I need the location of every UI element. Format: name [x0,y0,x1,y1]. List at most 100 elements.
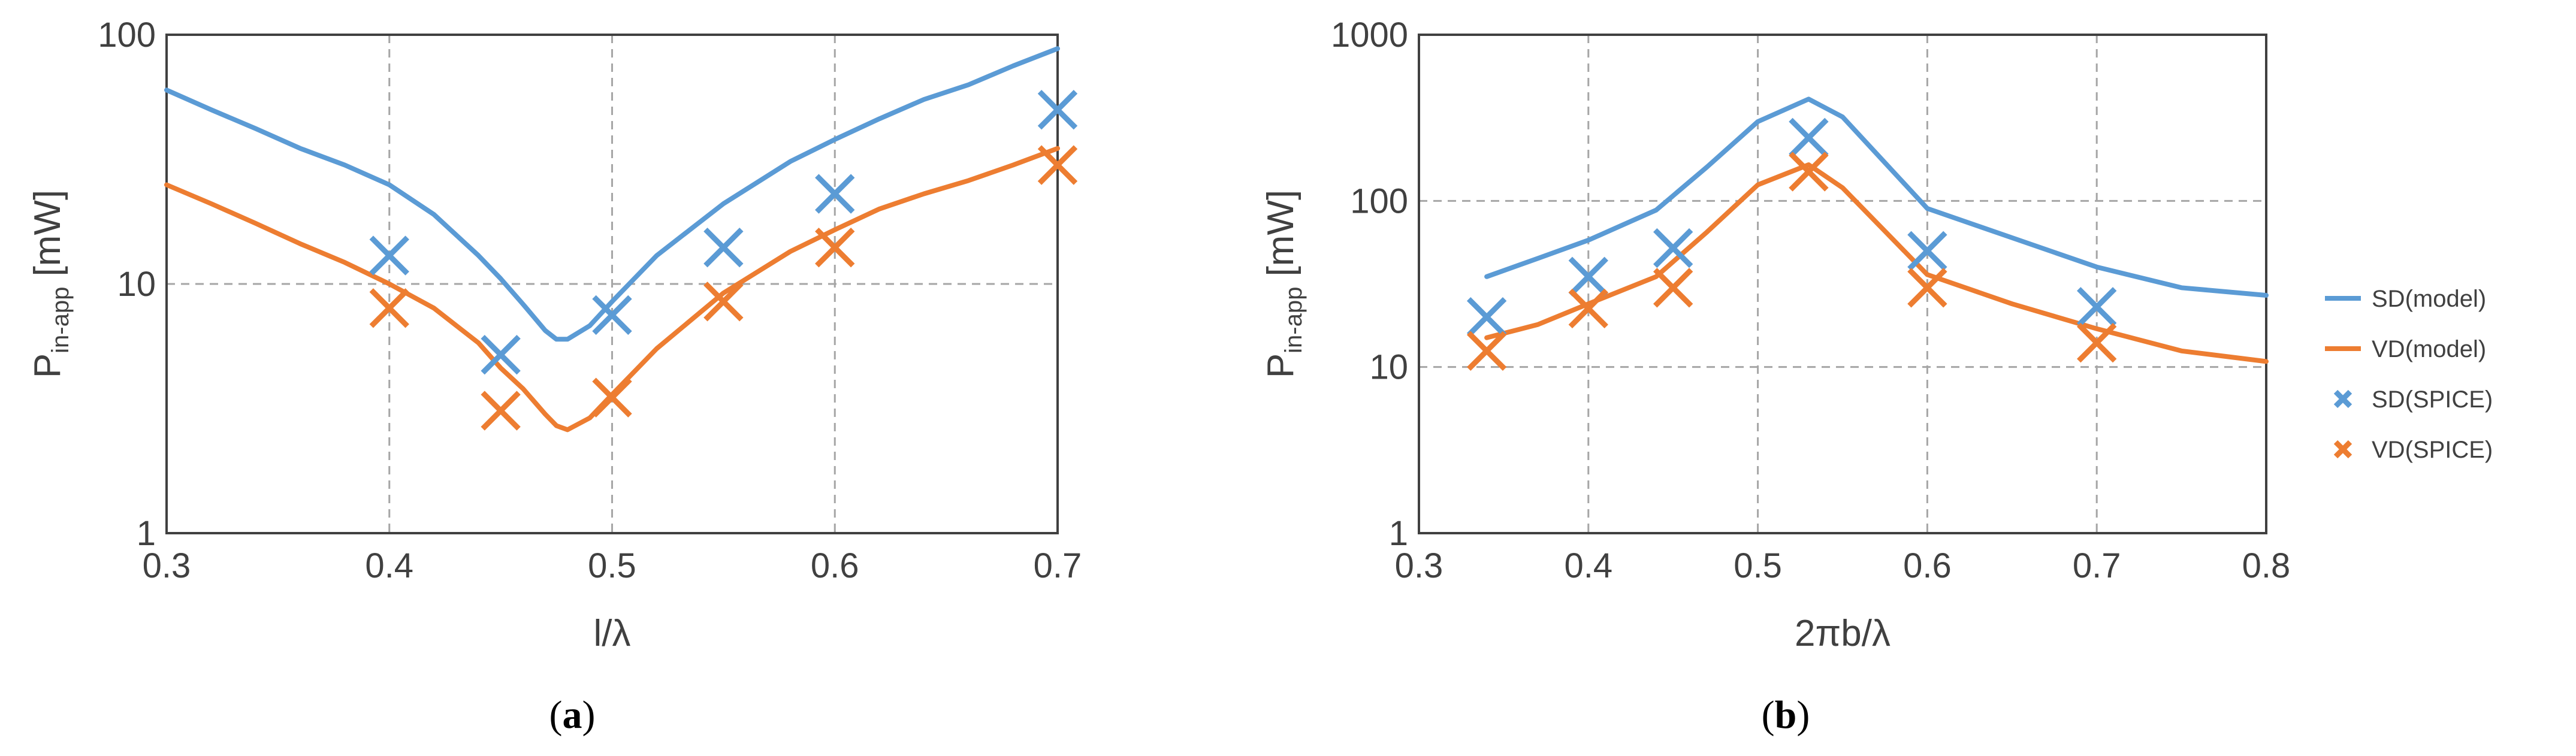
subfigure-caption: (a) [549,693,596,737]
data-point-vd-spice-stroke-2 [1653,268,1693,308]
legend-label: SD(SPICE) [2372,386,2493,413]
data-point-vd-spice-stroke-2 [481,391,521,431]
y-axis-label: Pin-app [mW] [27,190,74,378]
data-point-sd-spice [2077,287,2117,327]
data-point-vd-spice [481,391,521,431]
series-markers-vd-spice [369,145,1078,431]
data-point-sd-spice-stroke-2 [1037,90,1078,130]
series-markers-vd-spice [1466,152,2117,371]
data-point-sd-spice-stroke-2 [1466,297,1507,337]
series-line-vd-model [164,146,1060,433]
data-point-sd-spice [1789,117,1829,158]
legend-entry: VD(model) [2325,336,2486,362]
caption-open-paren: ( [549,693,563,737]
x-tick-label: 0.5 [588,546,636,585]
data-point-vd-spice [2077,322,2117,363]
data-point-vd-spice [1789,152,1829,192]
y-tick-label: 1000 [1331,16,1408,55]
y-axis-label: Pin-app [mW] [1260,190,1307,378]
y-axis-label-main: P [27,353,68,378]
legend-entry: VD(SPICE) [2333,437,2493,463]
x-axis-label: 2πb/λ [1795,613,1891,654]
series-markers-sd-spice [369,90,1078,375]
data-point-vd-spice [369,288,409,328]
data-point-vd-spice [1907,268,1947,308]
subfigure-caption: (b) [1762,693,1810,737]
caption-letter: b [1775,693,1797,737]
data-point-sd-spice-stroke-2 [2077,287,2117,327]
data-point-sd-spice [592,295,632,335]
legend-label: SD(model) [2372,286,2486,312]
y-tick-label: 1 [137,514,156,553]
x-tick-label: 0.8 [2242,546,2291,585]
x-tick-label: 0.7 [1034,546,1082,585]
series-markers-sd-spice [1466,117,2117,337]
data-point-sd-spice-stroke-2 [703,228,744,268]
series-line-sd-model [164,46,1060,342]
data-point-sd-spice [1653,228,1693,268]
y-axis-label-unit: [mW] [1260,190,1301,287]
data-point-vd-spice-stroke-2 [1907,268,1947,308]
y-tick-label: 1 [1389,514,1408,553]
x-tick-label: 0.6 [811,546,859,585]
data-point-sd-spice-stroke-2 [481,334,521,375]
y-axis-label-subscript: in-app [47,287,74,353]
data-point-sd-spice [1466,297,1507,337]
y-tick-label: 100 [98,16,156,55]
caption-letter: a [563,693,582,737]
data-point-sd-spice [1568,256,1608,297]
data-point-sd-spice-stroke-2 [369,235,409,276]
plot-frame [1418,34,2267,534]
data-point-vd-spice [592,377,632,418]
data-point-vd-spice [1037,145,1078,185]
data-point-vd-spice-stroke-2 [1037,145,1078,185]
data-point-vd-spice-stroke-2 [703,282,744,322]
y-tick-label: 10 [1369,348,1408,387]
data-point-sd-spice [369,235,409,276]
y-tick-label: 100 [1350,182,1408,220]
x-tick-label: 0.5 [1734,546,1782,585]
y-axis-label-unit: [mW] [27,190,68,287]
data-point-vd-spice-stroke-2 [592,377,632,418]
series-line-sd-model [1484,96,2269,298]
gridlines [1419,35,2266,533]
legend-swatch-marker-stroke-2 [2333,389,2352,409]
series-line-vd-model [1484,162,2269,364]
data-point-sd-spice-stroke-2 [1653,228,1693,268]
data-point-vd-spice [1568,288,1608,329]
data-point-vd-spice-stroke-2 [815,228,855,268]
legend-label: VD(model) [2372,336,2486,362]
y-tick-label: 10 [117,265,156,304]
gridlines [167,35,1058,533]
y-axis-label-subscript: in-app [1281,287,1307,353]
plot-frame [165,34,1059,534]
legend-label: VD(SPICE) [2372,437,2493,463]
caption-open-paren: ( [1762,693,1775,737]
data-point-sd-spice [815,174,855,214]
data-point-vd-spice [1466,331,1507,371]
x-tick-label: 0.4 [365,546,413,585]
data-point-vd-spice-stroke-2 [1466,331,1507,371]
data-point-vd-spice [815,228,855,268]
legend: SD(model) VD(model) SD(SPICE) VD(SPICE) [2325,286,2493,463]
data-point-sd-spice-stroke-2 [1789,117,1829,158]
caption-close-paren: ) [1796,693,1810,737]
data-point-sd-spice [1907,231,1947,271]
data-point-sd-spice-stroke-2 [1907,231,1947,271]
x-tick-label: 0.6 [1903,546,1952,585]
x-axis-label: l/λ [594,613,631,654]
legend-entry: SD(SPICE) [2333,386,2493,413]
data-point-vd-spice-stroke-2 [1789,152,1829,192]
data-point-sd-spice-stroke-2 [1568,256,1608,297]
data-point-vd-spice-stroke-2 [1568,288,1608,329]
caption-close-paren: ) [582,693,596,737]
data-point-vd-spice-stroke-2 [369,288,409,328]
legend-swatch-marker-stroke-2 [2333,440,2352,459]
x-tick-label: 0.7 [2073,546,2121,585]
data-point-sd-spice [481,334,521,375]
data-point-vd-spice-stroke-2 [2077,322,2117,363]
data-point-sd-spice [1037,90,1078,130]
chart-a: 0.3 0.4 0.5 0.6 0.7 1 10 100 l/λ Pin-app [mW] (a) [27,16,1082,737]
data-point-sd-spice-stroke-2 [815,174,855,214]
